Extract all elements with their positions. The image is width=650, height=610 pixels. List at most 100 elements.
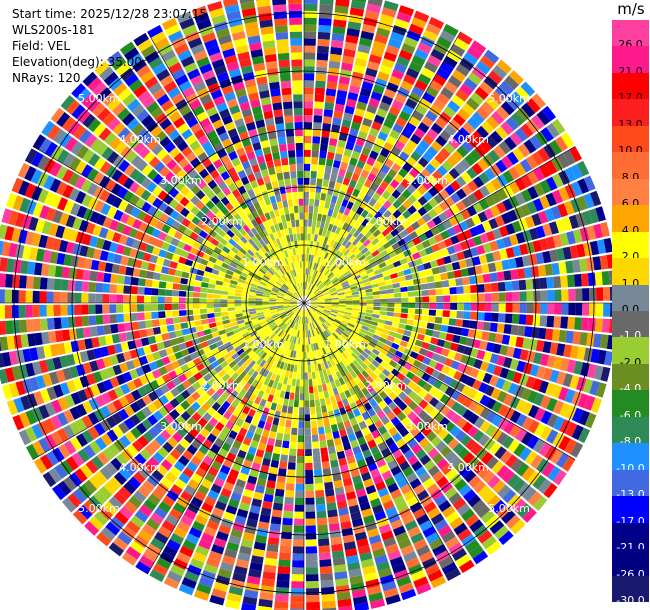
- velocity-gate: [317, 298, 325, 301]
- velocity-gate: [431, 140, 443, 152]
- velocity-gate: [109, 284, 117, 294]
- velocity-gate: [593, 365, 604, 381]
- velocity-gate: [521, 255, 531, 267]
- velocity-gate: [213, 537, 227, 548]
- velocity-gate: [535, 340, 545, 352]
- velocity-gate: [292, 371, 297, 380]
- velocity-gate: [399, 340, 408, 348]
- velocity-gate: [331, 466, 341, 475]
- velocity-gate: [314, 364, 319, 372]
- velocity-gate: [336, 197, 344, 206]
- velocity-gate: [385, 594, 401, 605]
- velocity-gate: [281, 447, 289, 456]
- velocity-gate: [306, 601, 320, 610]
- velocity-gate: [262, 369, 270, 378]
- velocity-gate: [397, 345, 406, 353]
- velocity-gate: [378, 101, 391, 112]
- velocity-gate: [317, 281, 323, 288]
- velocity-gate: [479, 361, 490, 372]
- velocity-gate: [418, 270, 427, 278]
- velocity-gate: [227, 307, 235, 311]
- velocity-gate: [456, 286, 464, 294]
- velocity-gate: [387, 152, 398, 163]
- velocity-gate: [388, 382, 398, 391]
- velocity-gate: [291, 567, 304, 575]
- velocity-gate: [413, 127, 426, 139]
- velocity-gate: [451, 261, 461, 271]
- velocity-gate: [316, 517, 328, 526]
- velocity-gate: [431, 369, 441, 379]
- velocity-gate: [423, 393, 434, 403]
- velocity-gate: [309, 261, 313, 269]
- velocity-gate: [156, 482, 169, 495]
- velocity-gate: [304, 31, 317, 39]
- velocity-gate: [221, 382, 230, 391]
- velocity-gate: [335, 270, 342, 277]
- velocity-gate: [342, 442, 352, 451]
- velocity-gate: [187, 321, 196, 328]
- velocity-gate: [582, 378, 594, 394]
- velocity-gate: [345, 338, 353, 345]
- velocity-gate: [181, 271, 190, 279]
- velocity-gate: [308, 344, 312, 352]
- velocity-gate: [382, 405, 392, 415]
- velocity-gate: [439, 394, 450, 405]
- velocity-gate: [333, 218, 341, 227]
- velocity-gate: [305, 469, 314, 477]
- velocity-gate: [276, 360, 282, 368]
- velocity-gate: [317, 384, 323, 393]
- velocity-gate: [357, 365, 365, 373]
- velocity-gate: [455, 319, 464, 327]
- velocity-gate: [427, 447, 440, 459]
- velocity-gate: [195, 275, 203, 282]
- velocity-gate: [348, 433, 357, 442]
- velocity-gate: [348, 85, 361, 95]
- velocity-gate: [297, 316, 301, 324]
- velocity-gate: [210, 483, 222, 494]
- velocity-gate: [325, 230, 331, 238]
- velocity-gate: [272, 395, 279, 404]
- velocity-gate: [88, 282, 97, 293]
- velocity-gate: [371, 283, 379, 288]
- velocity-gate: [421, 315, 429, 322]
- velocity-gate: [277, 397, 284, 406]
- velocity-gate: [174, 478, 187, 490]
- velocity-gate: [95, 304, 103, 314]
- velocity-gate: [350, 268, 358, 275]
- velocity-gate: [178, 297, 186, 303]
- velocity-gate: [325, 158, 334, 167]
- velocity-gate: [589, 190, 602, 207]
- velocity-gate: [211, 392, 221, 402]
- velocity-gate: [319, 265, 325, 273]
- velocity-gate: [266, 371, 273, 380]
- velocity-gate: [332, 349, 339, 357]
- velocity-gate: [378, 400, 388, 410]
- velocity-gate: [390, 489, 402, 500]
- velocity-gate: [255, 365, 263, 373]
- velocity-gate: [251, 362, 259, 371]
- velocity-gate: [225, 505, 238, 515]
- velocity-gate: [341, 280, 349, 286]
- velocity-gate: [439, 147, 451, 160]
- velocity-gate: [326, 318, 334, 324]
- velocity-gate: [67, 304, 75, 316]
- velocity-gate: [96, 532, 112, 547]
- velocity-gate: [511, 313, 520, 324]
- velocity-gate: [294, 343, 298, 352]
- velocity-gate: [355, 399, 364, 408]
- velocity-gate: [554, 303, 562, 315]
- velocity-gate: [497, 281, 506, 292]
- velocity-gate: [553, 469, 567, 486]
- velocity-gate: [479, 340, 488, 351]
- velocity-gate: [403, 396, 413, 406]
- velocity-gate: [372, 474, 384, 485]
- velocity-gate: [572, 259, 581, 273]
- velocity-gate: [88, 304, 96, 315]
- velocity-gate: [377, 196, 387, 206]
- velocity-gate: [412, 189, 423, 200]
- velocity-gate: [393, 495, 406, 506]
- velocity-gate: [292, 322, 297, 329]
- velocity-gate: [366, 585, 382, 596]
- velocity-gate: [316, 327, 322, 334]
- velocity-gate: [256, 478, 267, 487]
